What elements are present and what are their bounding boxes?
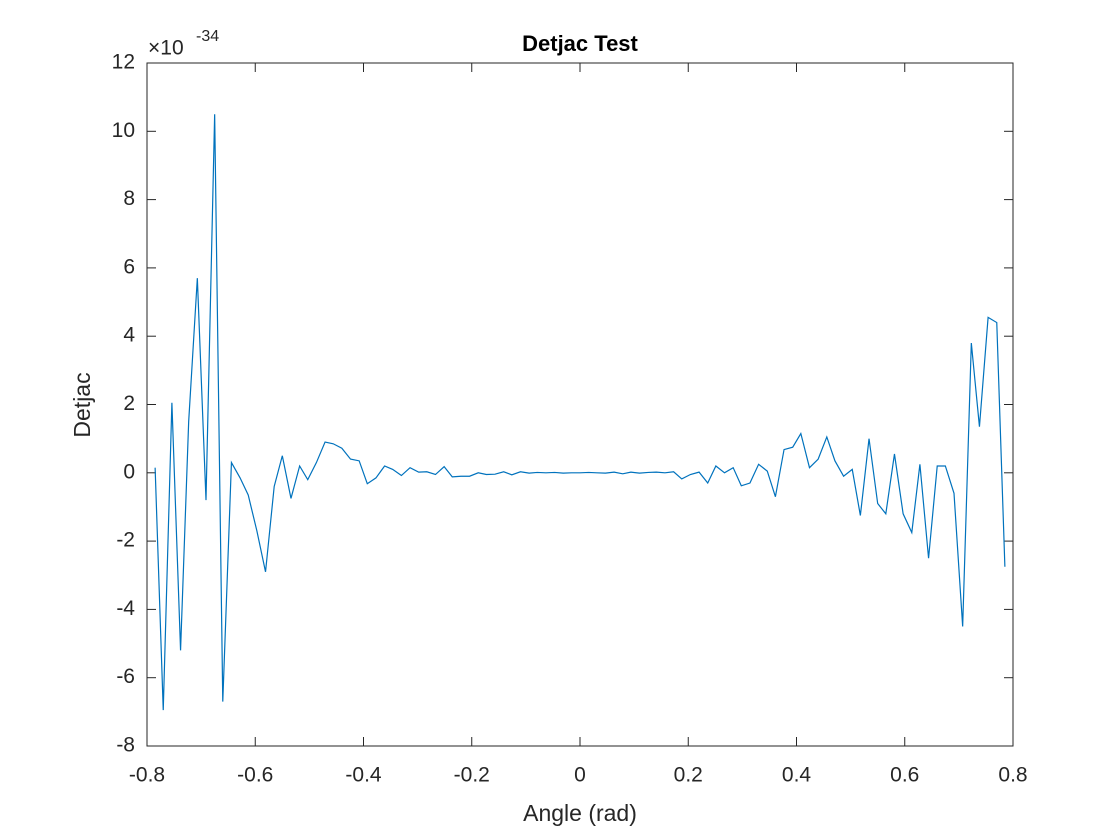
x-tick-label: 0 bbox=[574, 764, 586, 787]
data-line bbox=[154, 114, 1006, 711]
x-tick-label: -0.6 bbox=[237, 764, 273, 787]
y-tick-label: 10 bbox=[112, 119, 135, 142]
y-tick-label: -6 bbox=[116, 665, 135, 688]
x-tick-label: 0.2 bbox=[674, 764, 703, 787]
y-multiplier-base: ×10 bbox=[148, 37, 184, 60]
y-tick-label: 8 bbox=[123, 187, 135, 210]
y-multiplier-exponent: -34 bbox=[196, 28, 219, 45]
y-tick-label: 12 bbox=[112, 51, 135, 74]
y-tick-label: 2 bbox=[123, 392, 135, 415]
y-tick-label: 6 bbox=[123, 255, 135, 278]
y-tick-label: 0 bbox=[123, 460, 135, 483]
y-tick-label: -2 bbox=[116, 529, 135, 552]
x-tick-label: 0.6 bbox=[890, 764, 919, 787]
y-axis-label: Detjac bbox=[69, 372, 95, 437]
chart-title: Detjac Test bbox=[522, 31, 638, 56]
x-tick-label: -0.2 bbox=[454, 764, 490, 787]
x-tick-label: -0.4 bbox=[345, 764, 382, 787]
x-tick-label: 0.4 bbox=[782, 764, 812, 787]
y-tick-label: -4 bbox=[116, 597, 135, 620]
x-tick-label: 0.8 bbox=[998, 764, 1027, 787]
x-axis-label: Angle (rad) bbox=[523, 800, 637, 826]
axes-box bbox=[146, 62, 1014, 747]
y-tick-label: 4 bbox=[123, 324, 135, 347]
y-tick-label: -8 bbox=[116, 734, 135, 757]
x-tick-label: -0.8 bbox=[129, 764, 165, 787]
